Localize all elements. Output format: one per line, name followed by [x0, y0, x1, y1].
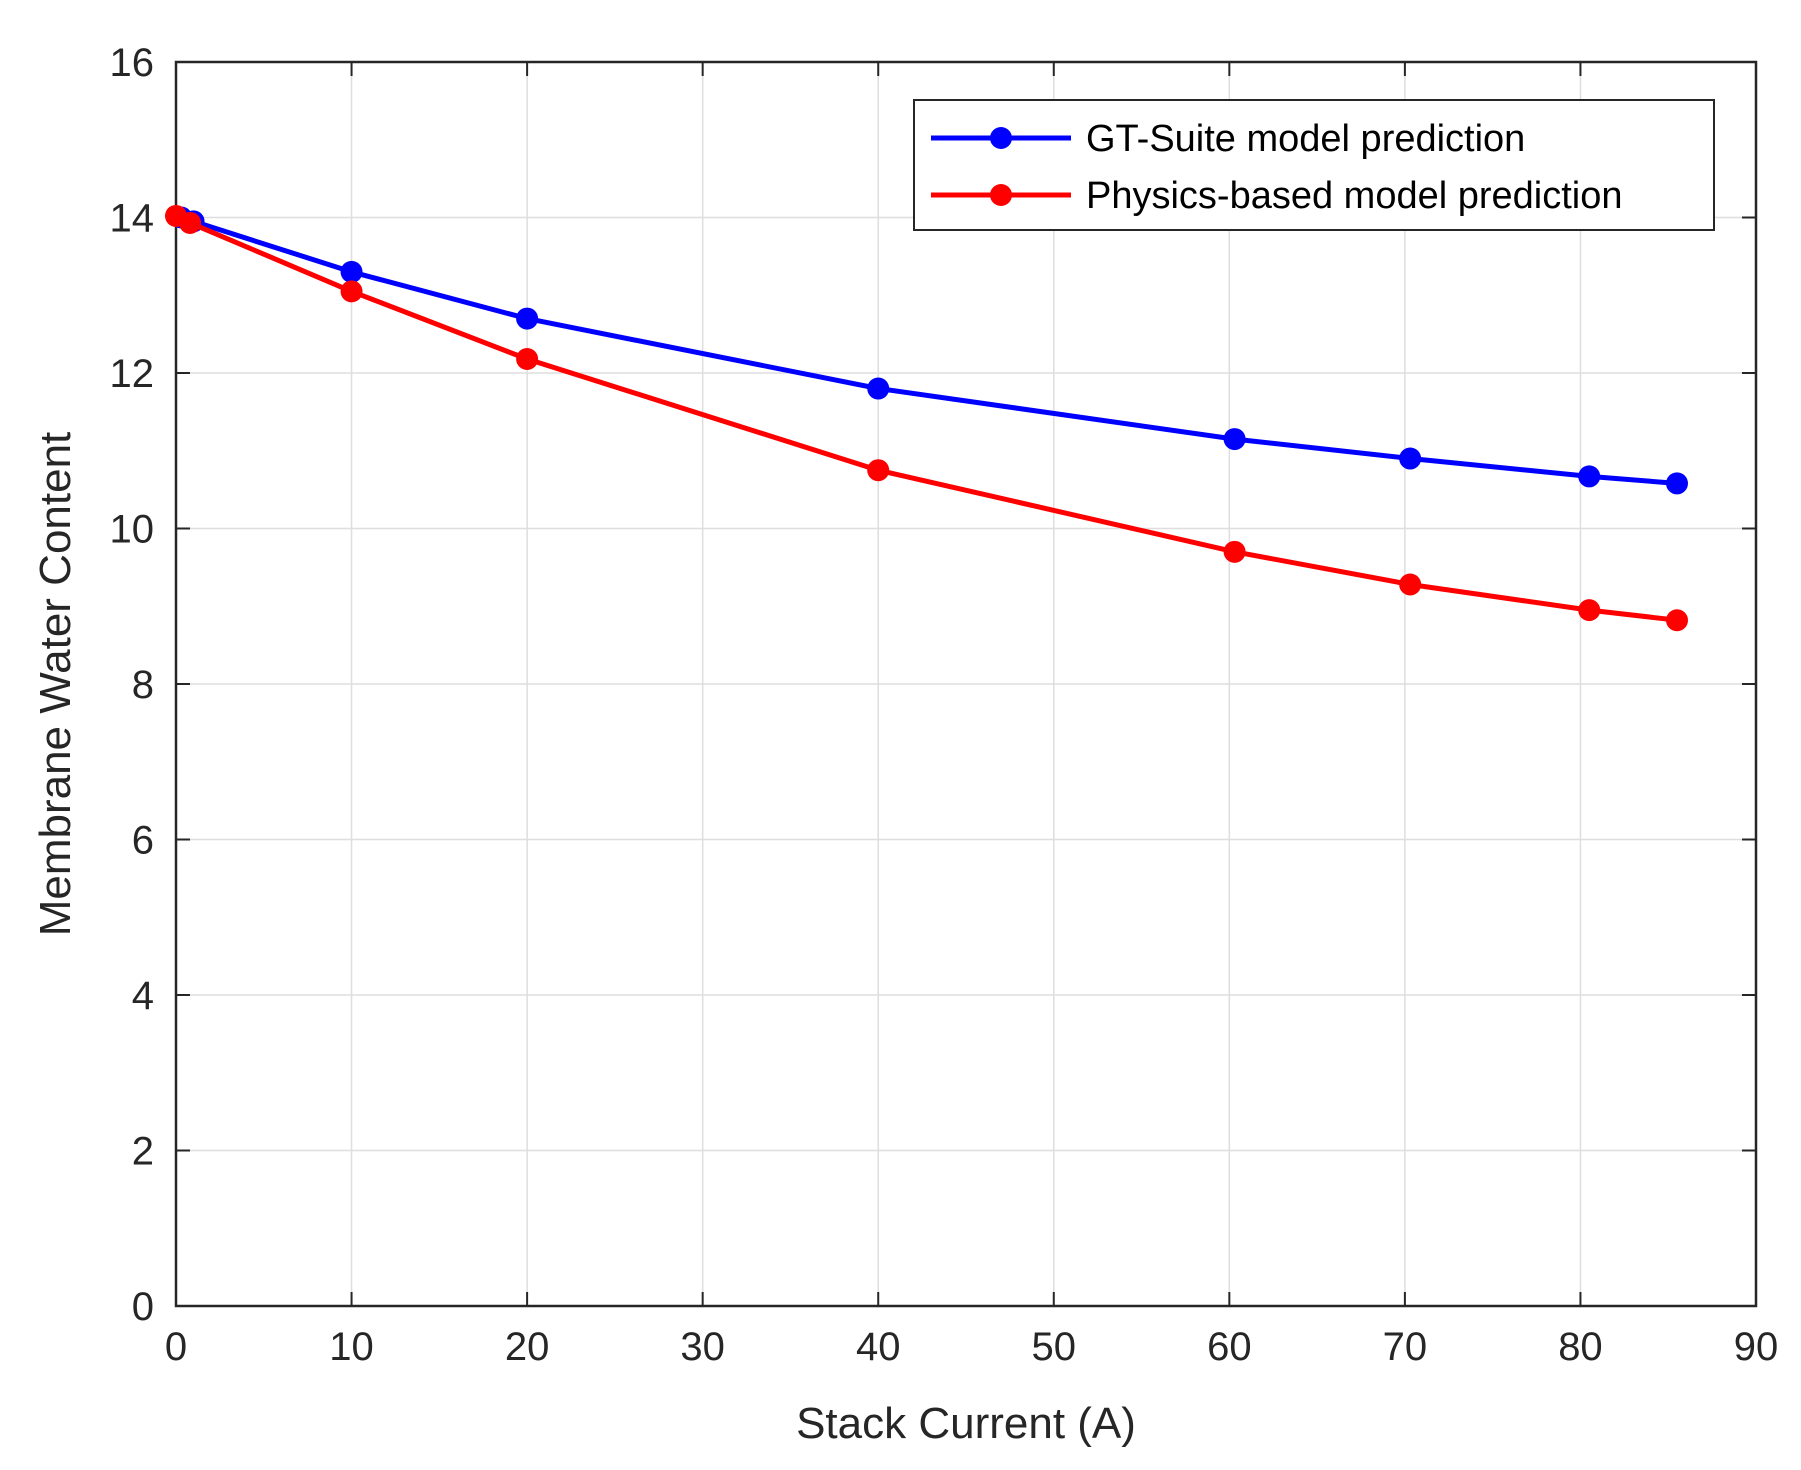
x-tick-label: 40	[856, 1325, 901, 1369]
y-tick-label: 16	[110, 41, 155, 85]
x-axis-tick-labels: 0 10 20 30 40 50 60 70 80 90	[165, 1325, 1778, 1369]
legend-label-physics-based: Physics-based model prediction	[1086, 175, 1623, 217]
y-tick-label: 14	[110, 197, 155, 241]
x-tick-label: 50	[1032, 1325, 1077, 1369]
data-point	[516, 348, 539, 371]
x-tick-label: 80	[1558, 1325, 1603, 1369]
legend-box	[913, 99, 1715, 231]
x-tick-label: 60	[1207, 1325, 1252, 1369]
legend-marker-physics-based	[990, 184, 1012, 206]
data-point	[516, 307, 539, 330]
data-point	[340, 260, 363, 283]
legend-entry-physics-based: Physics-based model prediction	[931, 175, 1623, 217]
y-tick-label: 10	[110, 508, 155, 552]
y-tick-label: 0	[132, 1285, 154, 1329]
data-point	[1399, 573, 1422, 596]
x-tick-label: 10	[329, 1325, 374, 1369]
data-point	[1666, 472, 1688, 495]
y-tick-label: 6	[132, 819, 154, 863]
x-axis-label: Stack Current (A)	[796, 1399, 1136, 1448]
legend-label-gt-suite: GT-Suite model prediction	[1086, 118, 1525, 160]
y-axis-label: Membrane Water Content	[31, 432, 80, 937]
axis-ticks	[175, 61, 1757, 1307]
grid-lines	[175, 61, 1757, 1307]
data-point	[867, 377, 890, 400]
x-tick-label: 30	[680, 1325, 725, 1369]
x-tick-label: 90	[1734, 1325, 1779, 1369]
data-point	[1666, 609, 1688, 632]
data-point	[867, 459, 890, 482]
series-gt-suite-model-prediction	[170, 206, 1688, 495]
data-point	[1399, 447, 1422, 470]
series-line	[174, 213, 1678, 623]
x-tick-label: 70	[1383, 1325, 1428, 1369]
data-point	[1223, 428, 1246, 451]
x-tick-label: 0	[165, 1325, 187, 1369]
y-axis-tick-labels: 0 2 4 6 8 10 12 14 16	[110, 41, 155, 1329]
legend: GT-Suite model prediction Physics-based …	[913, 99, 1715, 231]
x-tick-label: 20	[505, 1325, 550, 1369]
data-point	[1578, 599, 1601, 622]
data-point	[340, 280, 363, 303]
y-tick-label: 4	[132, 974, 154, 1018]
legend-marker-gt-suite	[990, 127, 1012, 149]
series-line	[180, 215, 1678, 486]
legend-entry-gt-suite: GT-Suite model prediction	[931, 118, 1525, 160]
y-tick-label: 12	[110, 352, 155, 396]
data-point	[1223, 540, 1246, 563]
data-point	[179, 211, 202, 234]
data-point	[1578, 465, 1601, 488]
y-tick-label: 8	[132, 663, 154, 707]
y-tick-label: 2	[132, 1130, 154, 1174]
series-physics-based-model-prediction	[165, 204, 1688, 632]
data-series	[165, 204, 1688, 632]
